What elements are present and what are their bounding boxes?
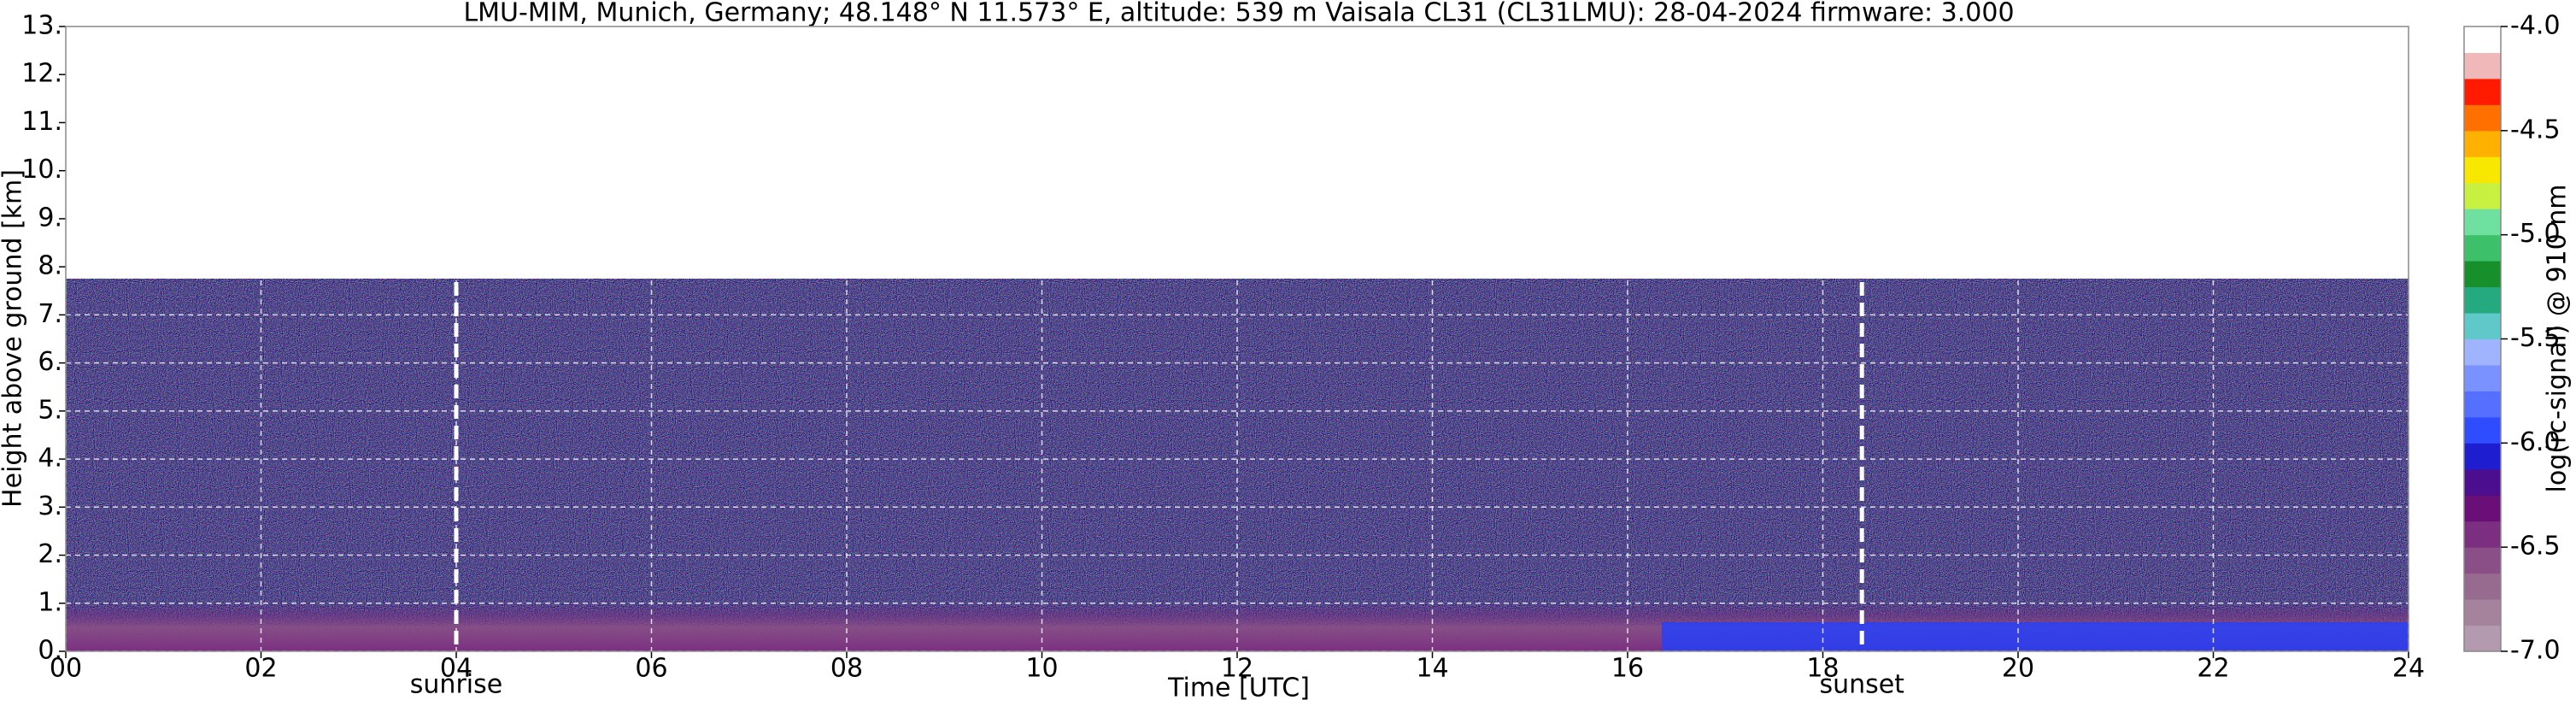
colorbar-band [2464, 313, 2501, 339]
colorbar-band [2464, 495, 2501, 522]
x-tick-label: 02 [244, 654, 277, 684]
chart-title: LMU-MIM, Munich, Germany; 48.148° N 11.5… [463, 0, 2014, 28]
x-tick-label: 12 [1221, 654, 1253, 684]
colorbar-band [2464, 547, 2501, 574]
colorbar-band [2464, 182, 2501, 209]
colorbar-tick-label: -5.5 [2510, 323, 2561, 353]
colorbar-band [2464, 599, 2501, 627]
colorbar-band [2464, 156, 2501, 184]
colorbar-band [2464, 26, 2501, 53]
colorbar-band [2464, 104, 2501, 132]
colorbar-band [2464, 468, 2501, 496]
annotation-label: sunrise [410, 670, 502, 700]
x-tick-label: 22 [2197, 654, 2229, 684]
y-tick-label: 10. [21, 155, 62, 185]
colorbar-band [2464, 364, 2501, 391]
x-tick-label: 16 [1611, 654, 1644, 684]
colorbar-band [2464, 521, 2501, 548]
y-tick-label: 3. [38, 491, 62, 521]
colorbar-band [2464, 78, 2501, 105]
x-tick-label: 00 [50, 654, 82, 684]
x-tick-label: 14 [1416, 654, 1448, 684]
colorbar-tick-label: -7.0 [2510, 636, 2561, 666]
y-tick-label: 11. [21, 107, 62, 137]
y-tick-label: 2. [38, 539, 62, 569]
colorbar-band [2464, 391, 2501, 418]
x-tick-label: 08 [830, 654, 863, 684]
colorbar-band [2464, 130, 2501, 157]
colorbar-tick-label: -4.5 [2510, 115, 2561, 144]
x-tick-label: 04 [440, 654, 472, 684]
colorbar-band [2464, 209, 2501, 236]
colorbar-tick-label: -6.0 [2510, 427, 2561, 457]
colorbar-band [2464, 443, 2501, 470]
colorbar-band [2464, 261, 2501, 288]
x-tick-label: 06 [635, 654, 667, 684]
y-tick-label: 9. [38, 203, 62, 232]
y-tick-label: 6. [38, 347, 62, 377]
colorbar-band [2464, 234, 2501, 262]
colorbar-band [2464, 338, 2501, 366]
y-tick-label: 5. [38, 395, 62, 425]
y-tick-label: 1. [38, 587, 62, 617]
colorbar-label: log(rc-signal) @ 910 nm [2543, 185, 2573, 493]
surface-layer-blue [1662, 622, 2409, 651]
y-axis-label: Height above ground [km] [0, 169, 28, 508]
x-tick-label: 10 [1025, 654, 1058, 684]
x-tick-label: 24 [2392, 654, 2425, 684]
y-tick-label: 7. [38, 299, 62, 329]
colorbar-band [2464, 416, 2501, 444]
colorbar-tick-label: -4.0 [2510, 11, 2561, 41]
y-tick-label: 0. [38, 636, 62, 666]
y-tick-label: 12. [21, 59, 62, 89]
annotation-label: sunset [1819, 670, 1904, 700]
colorbar-band [2464, 625, 2501, 652]
x-tick-label: 20 [2002, 654, 2034, 684]
colorbar-band [2464, 286, 2501, 314]
colorbar-band [2464, 573, 2501, 600]
x-tick-label: 18 [1806, 654, 1839, 684]
y-tick-label: 4. [38, 444, 62, 474]
x-axis-label: Time [UTC] [1167, 674, 1310, 703]
colorbar-tick-label: -5.0 [2510, 219, 2561, 249]
colorbar-band [2464, 52, 2501, 79]
y-tick-label: 8. [38, 251, 62, 281]
colorbar-tick-label: -6.5 [2510, 532, 2561, 562]
y-tick-label: 13. [21, 11, 62, 41]
plot-frame [65, 26, 2409, 652]
